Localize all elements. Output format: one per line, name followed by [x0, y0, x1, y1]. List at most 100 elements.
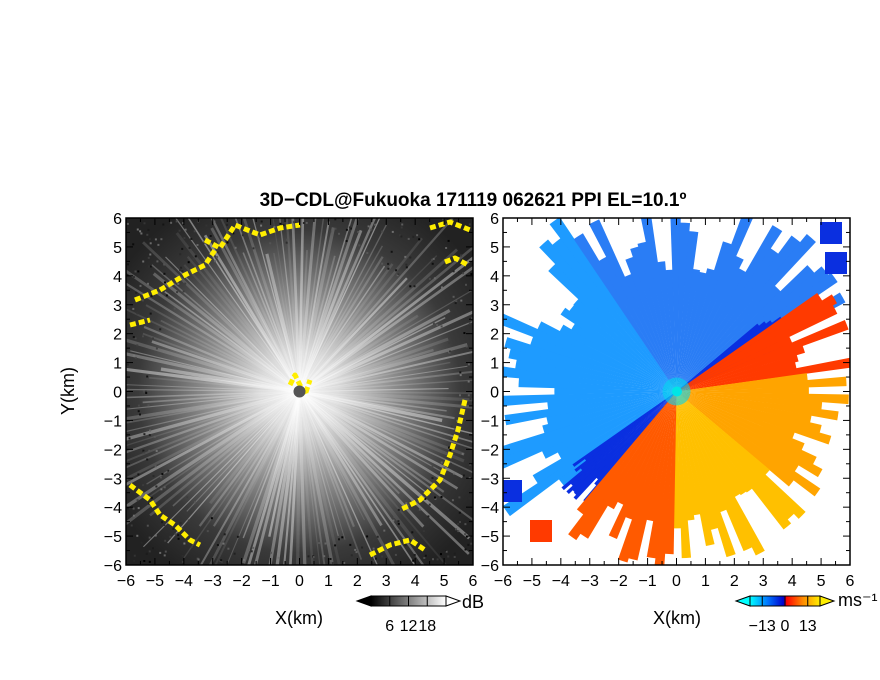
- snr-noise-speckle: [136, 535, 138, 537]
- snr-noise-speckle: [198, 559, 200, 561]
- snr-noise-speckle: [408, 238, 410, 240]
- snr-noise-speckle: [160, 488, 162, 490]
- snr-noise-speckle: [149, 254, 151, 256]
- snr-noise-speckle: [127, 364, 129, 366]
- snr-noise-speckle: [142, 299, 144, 301]
- figure: 3D−CDL@Fukuoka 171119 062621 PPI EL=10.1…: [0, 0, 880, 680]
- snr-noise-speckle: [375, 558, 377, 560]
- snr-noise-speckle: [210, 235, 212, 237]
- snr-noise-speckle: [414, 554, 416, 556]
- snr-noise-speckle: [167, 533, 169, 535]
- snr-noise-speckle: [135, 292, 137, 294]
- snr-noise-speckle: [433, 323, 435, 325]
- snr-noise-speckle: [155, 535, 157, 537]
- velocity-x-tick-label: −4: [552, 573, 570, 590]
- snr-y-tick-label: −2: [104, 442, 122, 459]
- snr-noise-speckle: [135, 271, 137, 273]
- snr-noise-speckle: [151, 295, 153, 297]
- snr-noise-speckle: [153, 475, 155, 477]
- snr-noise-speckle: [451, 254, 453, 256]
- snr-noise-speckle: [260, 225, 262, 227]
- snr-noise-speckle: [135, 357, 137, 359]
- snr-noise-speckle: [458, 271, 460, 273]
- velocity-y-tick-label: 0: [490, 385, 499, 402]
- snr-noise-speckle: [391, 251, 393, 253]
- velocity-y-tick-label: −5: [481, 529, 499, 546]
- snr-noise-speckle: [227, 242, 229, 244]
- snr-noise-speckle: [387, 268, 389, 270]
- snr-noise-speckle: [432, 558, 434, 560]
- snr-noise-speckle: [138, 410, 140, 412]
- snr-noise-speckle: [237, 536, 239, 538]
- snr-noise-speckle: [462, 453, 464, 455]
- snr-noise-speckle: [216, 256, 218, 258]
- velocity-y-tick-label: −6: [481, 558, 499, 575]
- snr-noise-speckle: [127, 544, 129, 546]
- velocity-panel: −6 −5 −4 −3 −2 −1 0 1 2 3 4 5 6−6−5−4−3−2−10123456 X…: [471, 195, 854, 628]
- snr-noise-speckle: [436, 324, 438, 326]
- snr-noise-speckle: [194, 501, 196, 503]
- snr-noise-speckle: [441, 325, 443, 327]
- radar-site-marker-velocity: [672, 387, 682, 397]
- snr-noise-speckle: [366, 252, 368, 254]
- snr-noise-speckle: [151, 497, 153, 499]
- snr-noise-speckle: [448, 240, 450, 242]
- snr-noise-speckle: [132, 308, 134, 310]
- snr-noise-speckle: [470, 543, 472, 545]
- velocity-x-tick-label: 3: [759, 573, 768, 590]
- snr-noise-speckle: [191, 546, 193, 548]
- snr-noise-speckle: [455, 528, 457, 530]
- snr-noise-speckle: [469, 498, 471, 500]
- snr-noise-speckle: [235, 247, 237, 249]
- snr-y-tick-label: −6: [104, 558, 122, 575]
- snr-noise-speckle: [406, 266, 408, 268]
- snr-noise-speckle: [261, 221, 263, 223]
- snr-x-tick-label: −2: [233, 573, 251, 590]
- snr-noise-speckle: [213, 221, 215, 223]
- velocity-x-tick-label: 4: [788, 573, 797, 590]
- snr-noise-speckle: [192, 258, 194, 260]
- snr-noise-speckle: [372, 539, 374, 541]
- snr-noise-speckle: [401, 224, 403, 226]
- snr-noise-speckle: [444, 313, 446, 315]
- snr-noise-speckle: [224, 533, 226, 535]
- snr-noise-speckle: [459, 512, 461, 514]
- snr-noise-speckle: [251, 550, 253, 552]
- snr-y-tick-label: 2: [113, 327, 122, 344]
- snr-noise-speckle: [142, 261, 144, 263]
- snr-noise-speckle: [381, 263, 383, 265]
- snr-noise-speckle: [421, 221, 423, 223]
- snr-noise-speckle: [248, 549, 250, 551]
- snr-noise-speckle: [139, 230, 141, 232]
- snr-noise-speckle: [183, 543, 185, 545]
- snr-noise-speckle: [186, 496, 188, 498]
- snr-noise-speckle: [465, 284, 467, 286]
- snr-noise-speckle: [395, 554, 397, 556]
- snr-noise-speckle: [412, 236, 414, 238]
- snr-noise-speckle: [161, 521, 163, 523]
- snr-noise-speckle: [133, 508, 135, 510]
- velocity-y-tick-label: −2: [481, 442, 499, 459]
- snr-noise-speckle: [346, 229, 348, 231]
- snr-noise-speckle: [147, 229, 149, 231]
- snr-noise-speckle: [179, 269, 181, 271]
- snr-noise-speckle: [447, 556, 449, 558]
- snr-noise-speckle: [189, 247, 191, 249]
- snr-noise-speckle: [343, 562, 345, 564]
- snr-x-tick-label: 4: [411, 573, 420, 590]
- snr-noise-speckle: [177, 534, 179, 536]
- snr-noise-speckle: [373, 560, 375, 562]
- snr-noise-speckle: [393, 516, 395, 518]
- snr-noise-speckle: [184, 283, 186, 285]
- snr-noise-speckle: [138, 507, 140, 509]
- velocity-y-tick-label: 3: [490, 298, 499, 315]
- snr-noise-speckle: [253, 247, 255, 249]
- snr-noise-speckle: [454, 553, 456, 555]
- snr-noise-speckle: [205, 225, 207, 227]
- snr-noise-speckle: [163, 273, 165, 275]
- snr-noise-speckle: [417, 509, 419, 511]
- snr-noise-speckle: [423, 530, 425, 532]
- snr-noise-speckle: [147, 525, 149, 527]
- snr-noise-speckle: [306, 222, 308, 224]
- snr-noise-speckle: [142, 450, 144, 452]
